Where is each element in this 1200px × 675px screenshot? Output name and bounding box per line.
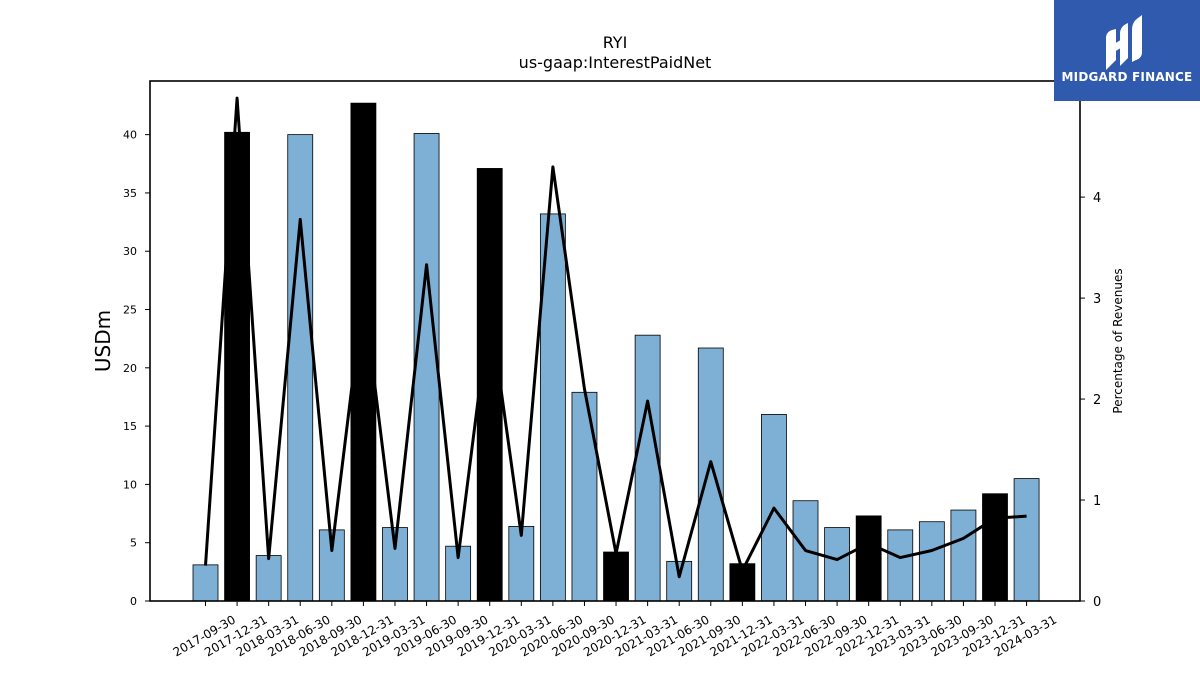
plot-frame [149, 80, 1081, 602]
y2-tick-label: 1 [1093, 494, 1101, 509]
bar [950, 509, 977, 602]
brand-logo: MIDGARD FINANCE [1054, 0, 1200, 101]
bar [855, 515, 882, 602]
bar [413, 133, 440, 602]
x-axis: 2017-09-302017-12-312018-03-312018-06-30… [171, 601, 1059, 659]
bar [634, 334, 661, 602]
y-tick-label: 15 [123, 420, 137, 433]
bar [603, 551, 629, 602]
y2-tick-label: 4 [1093, 191, 1101, 206]
bar [224, 131, 250, 602]
chart-subtitle: us-gaap:InterestPaidNet [519, 53, 712, 72]
y-tick-label: 5 [130, 537, 137, 550]
bar [982, 493, 1008, 602]
y2-axis: 0 1 2 3 4 [1080, 191, 1101, 610]
logo-mark-icon [1106, 15, 1142, 70]
bar [255, 555, 282, 602]
y-tick-label: 40 [123, 129, 137, 142]
bar-group [192, 102, 1040, 602]
y2-tick-label: 2 [1093, 393, 1101, 408]
y-tick-label: 0 [130, 595, 137, 608]
bar [697, 347, 724, 602]
logo-text: MIDGARD FINANCE [1061, 70, 1193, 84]
y2-axis-label: Percentage of Revenues [1111, 268, 1125, 413]
bar [918, 521, 945, 602]
bar [571, 391, 598, 602]
y-axis-label: USDm [91, 310, 115, 372]
y-tick-label: 25 [123, 304, 137, 317]
y-tick-label: 20 [123, 362, 137, 375]
bar [1013, 478, 1040, 602]
y-tick-label: 30 [123, 245, 137, 258]
y-axis: 0 5 10 15 20 25 30 35 40 [123, 129, 150, 608]
y2-tick-label: 0 [1093, 595, 1101, 610]
bar [761, 414, 787, 602]
bar [508, 525, 535, 602]
y-tick-label: 10 [123, 478, 137, 491]
bar [192, 564, 219, 602]
y-tick-label: 35 [123, 187, 137, 200]
bar [445, 545, 472, 602]
percentage-line [204, 96, 1027, 579]
bar [287, 134, 314, 602]
line-group [204, 96, 1027, 579]
bar [887, 529, 914, 602]
y2-tick-label: 3 [1093, 292, 1101, 307]
chart-title: RYI [603, 33, 628, 52]
bar [824, 527, 850, 602]
bar [666, 560, 693, 602]
